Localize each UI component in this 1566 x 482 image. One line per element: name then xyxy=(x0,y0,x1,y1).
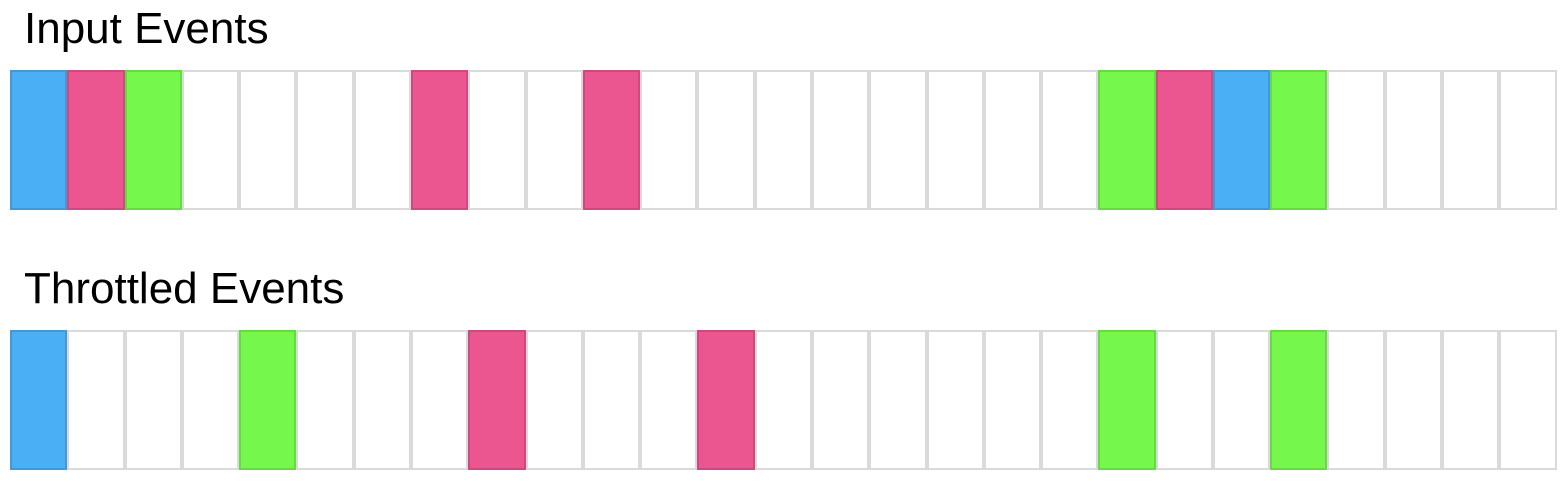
event-slot-green xyxy=(1098,330,1156,470)
event-slot-empty xyxy=(1442,70,1500,210)
event-slot-empty xyxy=(754,330,812,470)
event-slot-empty xyxy=(697,70,755,210)
event-slot-empty xyxy=(181,70,240,210)
event-slot-empty xyxy=(926,330,984,470)
event-slot-empty xyxy=(811,330,870,470)
event-slot-pink xyxy=(67,70,125,210)
event-slot-empty xyxy=(640,70,698,210)
event-slot-empty xyxy=(1041,330,1099,470)
event-slot-empty xyxy=(869,70,927,210)
input-events-title: Input Events xyxy=(24,4,269,53)
event-slot-green xyxy=(239,330,297,470)
event-slot-empty xyxy=(1327,330,1385,470)
event-slot-empty xyxy=(1499,70,1557,210)
input-events-strip xyxy=(10,70,1557,210)
event-slot-empty xyxy=(296,330,354,470)
event-slot-empty xyxy=(1327,70,1385,210)
event-slot-green xyxy=(1098,70,1156,210)
event-slot-empty xyxy=(353,70,411,210)
event-slot-empty xyxy=(468,70,526,210)
throttled-events-strip xyxy=(10,330,1557,470)
event-slot-empty xyxy=(124,330,182,470)
event-slot-empty xyxy=(239,70,297,210)
event-slot-empty xyxy=(410,330,469,470)
event-slot-empty xyxy=(525,330,583,470)
event-slot-empty xyxy=(296,70,354,210)
event-slot-pink xyxy=(1155,70,1213,210)
event-slot-empty xyxy=(983,330,1042,470)
event-slot-blue xyxy=(10,330,68,470)
event-slot-pink xyxy=(410,70,469,210)
event-slot-empty xyxy=(1384,330,1443,470)
event-slot-blue xyxy=(1212,70,1271,210)
event-slot-empty xyxy=(353,330,411,470)
event-slot-empty xyxy=(1212,330,1271,470)
event-slot-empty xyxy=(1442,330,1500,470)
event-slot-empty xyxy=(754,70,812,210)
event-slot-pink xyxy=(697,330,755,470)
throttled-events-title: Throttled Events xyxy=(24,264,345,313)
event-slot-empty xyxy=(1499,330,1557,470)
event-slot-empty xyxy=(1041,70,1099,210)
event-slot-empty xyxy=(811,70,870,210)
event-slot-empty xyxy=(1155,330,1213,470)
event-slot-green xyxy=(1270,330,1328,470)
event-slot-pink xyxy=(582,70,641,210)
event-slot-empty xyxy=(181,330,240,470)
event-slot-green xyxy=(1270,70,1328,210)
event-slot-empty xyxy=(1384,70,1443,210)
event-slot-green xyxy=(124,70,182,210)
event-slot-empty xyxy=(582,330,641,470)
event-slot-empty xyxy=(926,70,984,210)
event-slot-empty xyxy=(983,70,1042,210)
event-slot-empty xyxy=(640,330,698,470)
event-slot-blue xyxy=(10,70,68,210)
event-slot-empty xyxy=(67,330,125,470)
event-slot-empty xyxy=(869,330,927,470)
event-slot-empty xyxy=(525,70,583,210)
event-slot-pink xyxy=(468,330,526,470)
